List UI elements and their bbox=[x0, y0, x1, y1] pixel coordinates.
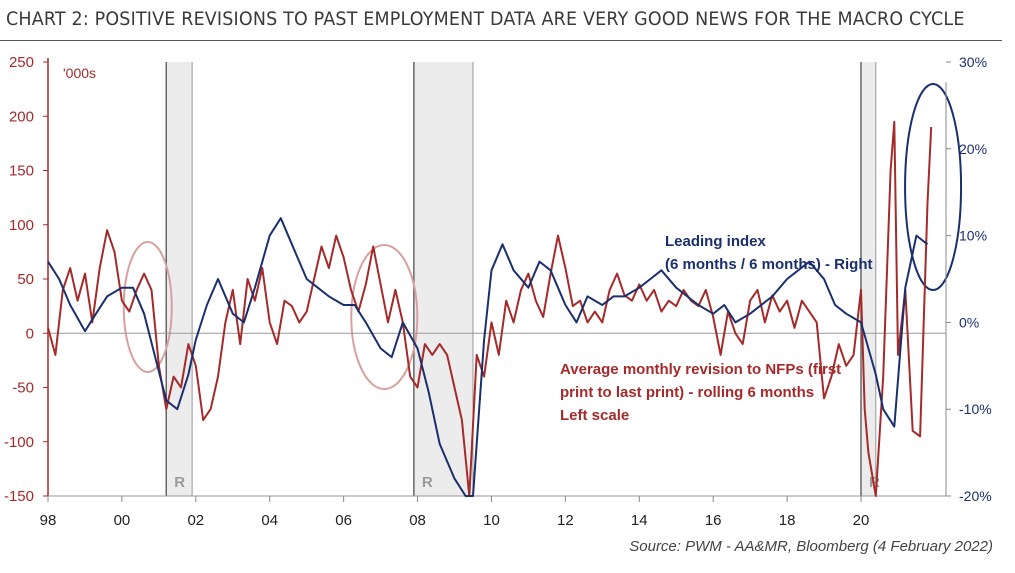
left-tick-label: -150 bbox=[4, 488, 34, 505]
left-tick-label: 200 bbox=[9, 108, 34, 125]
left-tick-label: -50 bbox=[12, 380, 34, 397]
x-tick-label: 06 bbox=[335, 512, 352, 529]
x-tick-label: 14 bbox=[631, 512, 648, 529]
recession-label-1: R bbox=[422, 474, 433, 491]
recession-label-0: R bbox=[174, 474, 185, 491]
nfp-revision-line bbox=[47, 120, 933, 497]
nfp-annotation-line: Left scale bbox=[560, 407, 629, 424]
highlight-circles bbox=[122, 83, 963, 390]
right-tick-label: 0% bbox=[959, 314, 979, 330]
recession-band-0 bbox=[166, 62, 193, 496]
nfp-annotation-line: Average monthly revision to NFPs (first bbox=[560, 361, 841, 378]
chart-labels: Leading index (6 months / 6 months) - Rig… bbox=[560, 233, 873, 424]
x-tick-label: 10 bbox=[483, 512, 500, 529]
nfp-annotation-line: print to last print) - rolling 6 months bbox=[560, 384, 814, 401]
right-tick-label: -10% bbox=[959, 401, 992, 417]
left-tick-label: 150 bbox=[9, 163, 34, 180]
highlight-circle-2007 bbox=[350, 244, 419, 390]
x-tick-label: 08 bbox=[409, 512, 426, 529]
left-tick-label: 0 bbox=[26, 325, 34, 342]
source-note: Source: PWM - AA&MR, Bloomberg (4 Februa… bbox=[629, 538, 993, 555]
right-tick-label: 20% bbox=[959, 141, 987, 157]
x-tick-label: 18 bbox=[779, 512, 796, 529]
title-rule bbox=[0, 40, 1002, 41]
leading-index-line bbox=[47, 217, 929, 497]
x-tick-label: 12 bbox=[557, 512, 574, 529]
highlight-circle-2021 bbox=[904, 83, 963, 291]
right-tick-label: 10% bbox=[959, 228, 987, 244]
x-tick-label: 20 bbox=[853, 512, 870, 529]
right-tick-label: -20% bbox=[959, 488, 992, 504]
axes: 250 200 150 100 50 0 -50 -100 -150 '000s 30% 20% 10%… bbox=[4, 54, 992, 529]
x-tick-label: 02 bbox=[187, 512, 204, 529]
left-axis-unit-label: '000s bbox=[63, 65, 96, 81]
left-tick-label: 250 bbox=[9, 54, 34, 71]
recession-band-1 bbox=[413, 62, 473, 496]
leading-index-annotation-line: (6 months / 6 months) - Right bbox=[665, 256, 873, 273]
left-tick-label: 100 bbox=[9, 217, 34, 234]
x-tick-label: 00 bbox=[114, 512, 131, 529]
left-tick-label: -100 bbox=[4, 434, 34, 451]
leading-index-annotation-line: Leading index bbox=[665, 233, 767, 250]
right-tick-label: 30% bbox=[959, 54, 987, 70]
chart-title: CHART 2: POSITIVE REVISIONS TO PAST EMPL… bbox=[6, 8, 965, 30]
series-lines bbox=[47, 120, 933, 497]
x-tick-label: 04 bbox=[261, 512, 278, 529]
recession-band-2 bbox=[861, 62, 876, 496]
left-tick-label: 50 bbox=[17, 271, 34, 288]
x-tick-label: 98 bbox=[40, 512, 57, 529]
highlight-circle-2001 bbox=[122, 241, 173, 373]
x-tick-label: 16 bbox=[705, 512, 722, 529]
